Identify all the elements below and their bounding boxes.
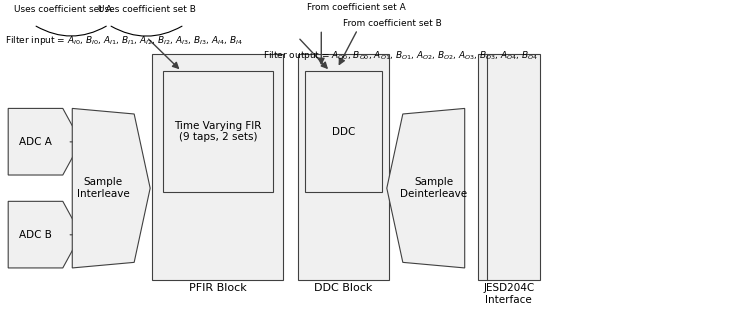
- Text: DDC: DDC: [332, 127, 355, 137]
- Polygon shape: [387, 109, 464, 268]
- Text: DDC Block: DDC Block: [314, 283, 373, 293]
- Text: Filter output = $A_{O0}$, $B_{O0}$, $A_{O1}$, $B_{O1}$, $A_{O2}$, $B_{O2}$, $A_{: Filter output = $A_{O0}$, $B_{O0}$, $A_{…: [263, 49, 539, 62]
- FancyBboxPatch shape: [298, 54, 389, 280]
- FancyBboxPatch shape: [305, 71, 382, 192]
- FancyBboxPatch shape: [152, 54, 284, 280]
- Text: JESD204C
Interface: JESD204C Interface: [483, 283, 534, 305]
- Polygon shape: [8, 109, 81, 175]
- Text: From coefficient set A: From coefficient set A: [307, 3, 405, 12]
- Text: ADC B: ADC B: [19, 230, 52, 240]
- Text: PFIR Block: PFIR Block: [189, 283, 246, 293]
- Text: Sample
Deinterleave: Sample Deinterleave: [400, 177, 467, 199]
- Text: Time Varying FIR
(9 taps, 2 sets): Time Varying FIR (9 taps, 2 sets): [174, 121, 262, 142]
- Polygon shape: [72, 109, 150, 268]
- Text: Uses coefficient set B: Uses coefficient set B: [98, 5, 195, 14]
- FancyBboxPatch shape: [477, 54, 539, 280]
- Polygon shape: [8, 201, 81, 268]
- Text: From coefficient set B: From coefficient set B: [343, 19, 442, 28]
- Text: ADC A: ADC A: [19, 137, 52, 147]
- FancyBboxPatch shape: [163, 71, 273, 192]
- Text: Sample
Interleave: Sample Interleave: [77, 177, 130, 199]
- Text: Filter input = $A_{I0}$, $B_{I0}$, $A_{I1}$, $B_{I1}$, $A_{I2}$, $B_{I2}$, $A_{I: Filter input = $A_{I0}$, $B_{I0}$, $A_{I…: [4, 34, 243, 47]
- Text: Uses coefficient set A: Uses coefficient set A: [14, 5, 112, 14]
